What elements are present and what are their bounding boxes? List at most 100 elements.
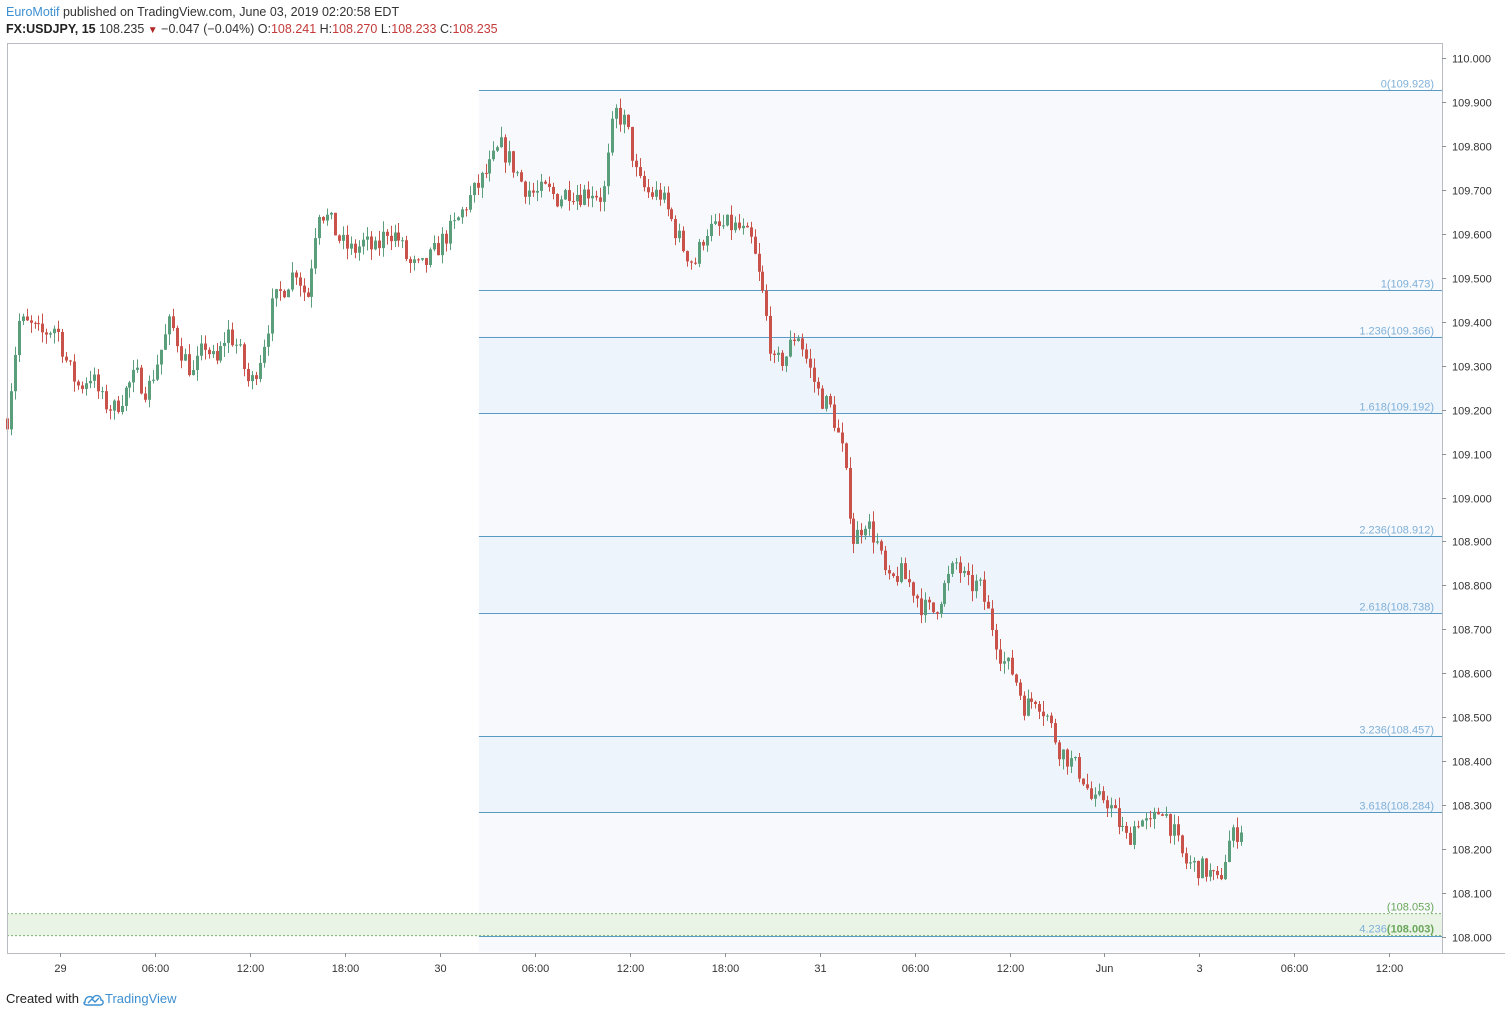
x-tick-label: 12:00 xyxy=(237,963,265,975)
candle-body xyxy=(287,289,290,298)
x-tick-label: 29 xyxy=(54,963,66,975)
candle-body xyxy=(259,362,262,379)
candle-body xyxy=(425,258,428,265)
y-tick-label: 108.200 xyxy=(1452,845,1492,857)
candle-body xyxy=(599,197,602,202)
candle-body xyxy=(14,354,17,392)
candle-body xyxy=(401,240,404,242)
candle-body xyxy=(995,629,998,650)
candle-body xyxy=(880,541,883,551)
candle-body xyxy=(805,349,808,359)
candle-body xyxy=(963,570,966,574)
candle-body xyxy=(1038,704,1041,712)
candle-body xyxy=(283,290,286,298)
candle-body xyxy=(655,189,658,197)
y-tick-label: 108.100 xyxy=(1452,889,1492,901)
candle-body xyxy=(394,232,397,242)
candle-body xyxy=(160,349,163,365)
support-zone-label: (108.053) xyxy=(1387,902,1434,914)
price-axis[interactable]: 110.000 109.900 109.800 109.700 109.600 109.5… xyxy=(1442,54,1492,945)
candle-body xyxy=(326,214,329,221)
candle-body xyxy=(81,385,84,389)
candle-body xyxy=(30,320,33,323)
candle-body xyxy=(433,243,436,250)
candle-body xyxy=(417,259,420,261)
candle-body xyxy=(682,230,685,252)
candle-body xyxy=(936,612,939,614)
candle-body xyxy=(706,236,709,246)
candle-body xyxy=(627,114,630,128)
candle-body xyxy=(809,358,812,368)
ohlc-line: FX:USDJPY, 15 108.235 ▼ −0.047 (−0.04%) … xyxy=(6,21,498,39)
publish-info: published on TradingView.com, June 03, 2… xyxy=(59,5,400,19)
candle-body xyxy=(754,236,757,254)
candle-body xyxy=(1220,875,1223,880)
candle-body xyxy=(722,225,725,227)
candle-body xyxy=(647,187,650,193)
candle-body xyxy=(987,601,990,609)
candle-body xyxy=(1181,835,1184,854)
candle-body xyxy=(726,214,729,226)
candle-body xyxy=(528,190,531,197)
candle-body xyxy=(172,316,175,328)
candle-body xyxy=(781,352,784,366)
candle-body xyxy=(678,230,681,239)
candle-body xyxy=(1236,827,1239,842)
candle-body xyxy=(979,579,982,581)
tradingview-logo-icon xyxy=(83,994,104,1006)
candle-body xyxy=(797,338,800,341)
candle-body xyxy=(1007,657,1010,662)
candle-body xyxy=(227,329,230,343)
candle-body xyxy=(837,427,840,433)
candle-body xyxy=(698,241,701,264)
candle-body xyxy=(999,649,1002,664)
fib-level-label: 0(109.928) xyxy=(1381,79,1434,91)
tradingview-brand[interactable]: TradingView xyxy=(83,991,177,1006)
candle-body xyxy=(833,404,836,428)
tradingview-brand-label: TradingView xyxy=(104,991,177,1006)
candle-body xyxy=(69,360,72,362)
x-tick-label: 06:00 xyxy=(1281,963,1309,975)
candle-body xyxy=(429,249,432,265)
y-tick-label: 108.300 xyxy=(1452,801,1492,813)
candle-body xyxy=(1212,870,1215,872)
candle-body xyxy=(310,268,313,297)
candle-body xyxy=(1185,853,1188,864)
candle-body xyxy=(318,217,321,239)
candle-body xyxy=(1173,824,1176,836)
candle-body xyxy=(943,583,946,605)
candle-body xyxy=(449,220,452,244)
candle-body xyxy=(374,240,377,250)
candle-body xyxy=(492,150,495,160)
candle-body xyxy=(635,160,638,168)
candle-body xyxy=(512,151,515,173)
candle-body xyxy=(1054,723,1057,743)
candle-body xyxy=(136,367,139,370)
y-tick-label: 109.500 xyxy=(1452,274,1492,286)
fibonacci-extension[interactable]: 0(109.928) 1(109.473) 1.236(109.366) 1.618(… xyxy=(7,79,1442,952)
candle-body xyxy=(26,316,29,321)
candle-body xyxy=(548,183,551,187)
candle-body xyxy=(761,271,764,291)
support-zone[interactable] xyxy=(7,913,1442,936)
candle-body xyxy=(307,292,310,297)
author-link[interactable]: EuroMotif xyxy=(6,5,60,19)
high-label: H: xyxy=(319,22,333,36)
candle-body xyxy=(1118,808,1121,827)
candle-body xyxy=(109,409,112,411)
candle-body xyxy=(568,190,571,202)
candle-body xyxy=(441,233,444,256)
time-axis[interactable]: 29 06:00 12:00 18:00 30 06:00 12:00 18:00 31 06:0… xyxy=(54,953,1403,975)
candle-body xyxy=(1216,870,1219,876)
price-change: −0.047 (−0.04%) xyxy=(161,22,255,36)
candle-body xyxy=(579,194,582,205)
candle-body xyxy=(540,181,543,191)
candle-body xyxy=(908,579,911,583)
candle-body xyxy=(1114,805,1117,809)
candle-body xyxy=(85,383,88,389)
symbol-label[interactable]: FX:USDJPY, 15 xyxy=(6,22,96,36)
candle-body xyxy=(947,573,950,584)
candle-body xyxy=(536,190,539,193)
candle-body xyxy=(176,327,179,347)
